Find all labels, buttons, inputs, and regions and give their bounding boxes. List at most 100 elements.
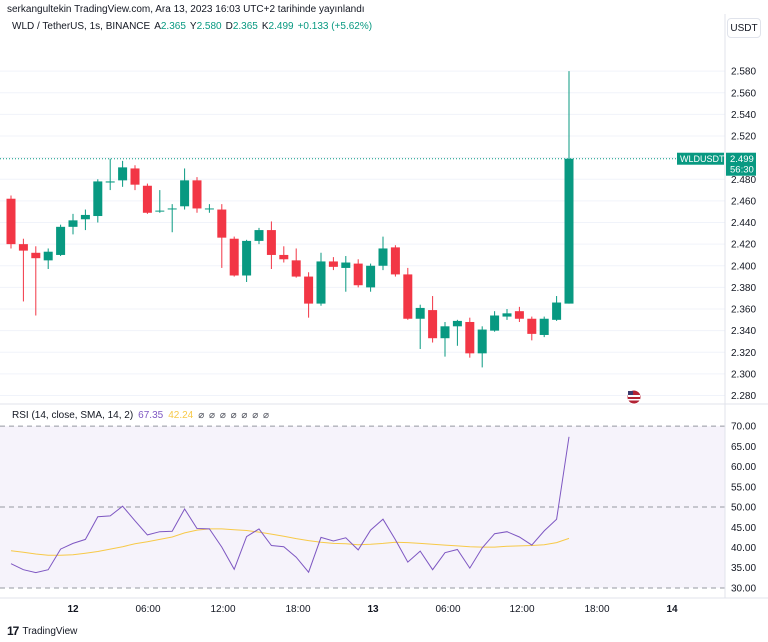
rsi-tick-label: 30.00 [731,583,756,594]
price-tick-label: 2.380 [731,283,756,294]
price-tick-label: 2.480 [731,175,756,186]
low-label: D [225,21,233,32]
time-tick-label: 18:00 [584,604,609,615]
candle-up [552,302,562,320]
candle-up [80,214,90,220]
candle-down [192,180,202,209]
time-tick-label: 06:00 [135,604,160,615]
symbol-tag [677,152,724,165]
price-tick-label: 2.360 [731,305,756,316]
candle-down [266,230,276,255]
candle-up [204,208,214,210]
tradingview-brand[interactable]: 17 TradingView [7,624,77,638]
candle-up [180,180,190,207]
low-value: 2.365 [232,21,258,32]
rsi-tick-label: 40.00 [731,543,756,554]
change-value: +0.133 (+5.62%) [297,21,373,32]
candle-up [254,230,264,241]
candle-up [68,220,78,227]
tradingview-logo-icon: 17 [7,624,19,638]
close-value: 2.499 [268,21,294,32]
candle-up [415,307,425,319]
candle-down [291,260,301,277]
currency-button[interactable]: USDT [727,18,761,38]
candle-down [142,185,152,213]
open-label: A [154,21,161,32]
price-tick-label: 2.520 [731,132,756,143]
candle-up [167,208,177,210]
flag-canton [628,391,633,395]
candle-down [31,252,41,259]
flag-stripe [628,395,640,397]
rsi-tick-label: 60.00 [731,462,756,473]
high-value: 2.580 [196,21,222,32]
candle-up [490,315,500,331]
rsi-header: RSI (14, close, SMA, 14, 2) 67.35 42.24 … [12,410,270,421]
price-tick-label: 2.560 [731,88,756,99]
rsi-tick-label: 35.00 [731,563,756,574]
price-tick-label: 2.400 [731,261,756,272]
time-axis: 12 06:00 12:00 18:00 13 06:00 12:00 18:00 14 [0,14,768,615]
candle-down [428,310,438,339]
rsi-value: 67.35 [138,410,164,421]
candle-up [366,265,376,288]
price-axis: 2.5802.5602.5402.5202.5002.4802.4602.440… [731,67,756,402]
price-tick-label: 2.340 [731,326,756,337]
candle-down [353,263,363,286]
time-tick-label: 14 [666,604,678,615]
candle-down [328,261,338,267]
price-tick-label: 2.440 [731,218,756,229]
candle-up [564,158,574,304]
candle-down [403,274,413,319]
candle-up [118,167,128,181]
candle-down [527,318,537,334]
candle-up [341,262,351,268]
candle-down [514,311,524,319]
rsi-tick-label: 70.00 [731,422,756,433]
candle-up [539,318,549,335]
time-tick-label: 13 [367,604,379,615]
candle-down [390,247,400,275]
candle-down [279,254,289,260]
candle-up [93,181,103,217]
symbol-name[interactable]: WLD / TetherUS, 1s, BINANCE [12,21,151,32]
sma-line [10,528,570,556]
candle-up [105,181,115,183]
high-label: Y [189,21,197,32]
open-value: 2.365 [160,21,186,32]
rsi-label[interactable]: RSI (14, close, SMA, 14, 2) [12,410,134,421]
candle-down [217,209,227,238]
rsi-tick-label: 45.00 [731,523,756,534]
price-tick-label: 2.540 [731,110,756,121]
publish-credit: serkangultekin TradingView.com, Ara 13, … [7,4,365,15]
rsi-empty-values: ⌀ ⌀ ⌀ ⌀ ⌀ ⌀ ⌀ [198,410,271,421]
price-tick-label: 2.460 [731,196,756,207]
close-label: K [261,21,269,32]
price-tag [726,152,756,176]
flag-icon [626,389,642,405]
time-tick-label: 12:00 [210,604,235,615]
candle-down [130,168,140,185]
brand-name: TradingView [22,625,78,637]
candle-up [43,251,53,261]
rsi-line [10,436,570,574]
time-tick-label: 06:00 [435,604,460,615]
price-tick-label: 2.300 [731,369,756,380]
rsi-tick-label: 55.00 [731,482,756,493]
price-tick-label: 2.580 [731,67,756,78]
candle-up [242,240,252,276]
symbol-header: WLD / TetherUS, 1s, BINANCE A2.365 Y2.58… [12,21,372,32]
time-tick-label: 12:00 [509,604,534,615]
candle-down [304,276,314,304]
candle-up [155,210,165,212]
candle-down [229,238,239,276]
rsi-pane: 70.00 65.00 60.00 55.00 50.00 45.00 40.00 35.00… [0,403,768,594]
candle-down [18,244,28,251]
symbol-tag-text: WLDUSDT [680,154,725,164]
candle-down [465,321,475,354]
price-tag-countdown: 56:30 [730,165,754,176]
candle-up [440,326,450,339]
rsi-tick-label: 65.00 [731,442,756,453]
